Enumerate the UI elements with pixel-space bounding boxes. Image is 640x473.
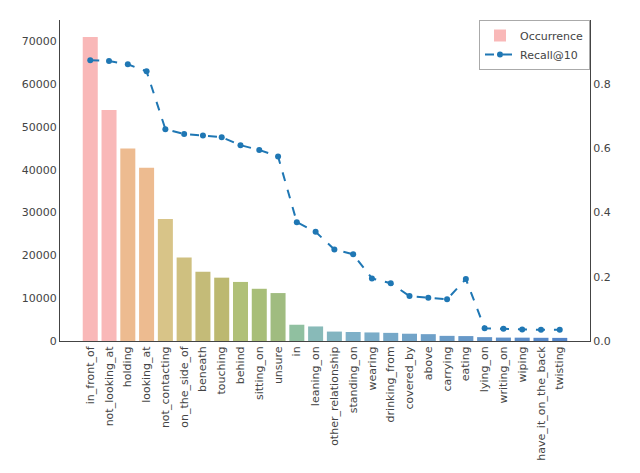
svg-text:50000: 50000: [22, 121, 57, 134]
svg-text:20000: 20000: [22, 249, 57, 262]
svg-text:above: above: [422, 346, 435, 380]
svg-text:not_looking_at: not_looking_at: [103, 346, 116, 427]
svg-text:looking_at: looking_at: [140, 346, 153, 403]
svg-text:0: 0: [50, 335, 57, 348]
svg-text:twisting: twisting: [553, 346, 566, 389]
svg-text:0.4: 0.4: [593, 206, 611, 219]
svg-text:other_relationship: other_relationship: [328, 346, 341, 445]
svg-text:on_the_side_of: on_the_side_of: [178, 345, 191, 428]
svg-text:0.6: 0.6: [593, 142, 611, 155]
svg-text:in_front_of: in_front_of: [84, 345, 97, 404]
svg-text:0.2: 0.2: [593, 271, 611, 284]
svg-text:0.0: 0.0: [593, 335, 611, 348]
svg-text:sitting_on: sitting_on: [253, 346, 266, 400]
svg-text:10000: 10000: [22, 292, 57, 305]
svg-text:30000: 30000: [22, 206, 57, 219]
svg-text:covered_by: covered_by: [403, 346, 416, 410]
svg-text:not_contacting: not_contacting: [159, 346, 172, 428]
svg-text:holding: holding: [121, 346, 134, 387]
svg-text:drinking_from: drinking_from: [384, 346, 397, 422]
svg-text:in: in: [290, 346, 303, 356]
svg-text:standing_on: standing_on: [347, 346, 360, 413]
svg-text:wiping: wiping: [516, 346, 529, 382]
svg-text:Occurrence: Occurrence: [520, 30, 583, 43]
svg-text:60000: 60000: [22, 78, 57, 91]
svg-text:touching: touching: [215, 346, 228, 394]
svg-text:Recall@10: Recall@10: [520, 49, 578, 62]
svg-text:leaning_on: leaning_on: [309, 346, 322, 406]
svg-text:have_it_on_the_back: have_it_on_the_back: [535, 346, 548, 461]
svg-text:40000: 40000: [22, 164, 57, 177]
svg-text:wearing: wearing: [366, 346, 379, 390]
svg-text:70000: 70000: [22, 35, 57, 48]
svg-text:0.8: 0.8: [593, 78, 611, 91]
svg-text:writing_on: writing_on: [497, 346, 510, 403]
svg-text:beneath: beneath: [197, 346, 210, 392]
svg-text:eating: eating: [459, 346, 472, 381]
svg-text:behind: behind: [234, 346, 247, 384]
svg-text:lying_on: lying_on: [478, 346, 491, 392]
svg-text:unsure: unsure: [272, 346, 285, 384]
svg-text:carrying: carrying: [441, 346, 454, 391]
